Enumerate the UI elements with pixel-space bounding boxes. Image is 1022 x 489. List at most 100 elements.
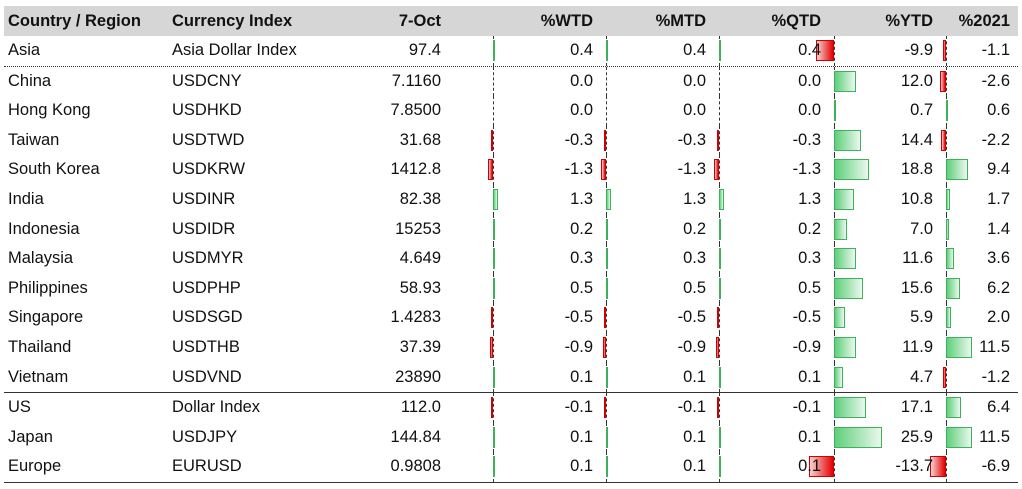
index-cell: USDKRW [172,160,246,179]
wtd-value: -1.3 [564,160,593,179]
ytd-bar [834,248,856,270]
ytd-bar [815,40,834,61]
header-date: 7-Oct [398,12,441,30]
mtd-cell: 0.0 [601,96,714,126]
wtd-bar [493,188,498,210]
ytd-value: 12.0 [900,71,933,90]
ytd-cell: 7.0 [829,214,941,245]
mtd-cell: 0.5 [601,273,714,304]
wtd-cell: -1.3 [488,155,601,185]
mtd-value: -0.1 [677,398,706,417]
table-row: Hong Kong USDHKD 7.8500 0.0 0.0 0.0 0.7 0.6 [4,96,1018,126]
y2021-value: 3.6 [987,249,1010,268]
header-2021-label: %2021 [958,12,1010,30]
mtd-cell: -0.3 [601,125,714,156]
y2021-cell: 2.0 [941,303,1018,333]
table-row: Taiwan USDTWD 31.68 -0.3 -0.3 -0.3 14.4 -2.2 [4,125,1018,156]
ytd-cell: 5.9 [829,303,941,333]
wtd-bar [493,426,495,448]
table-row: Thailand USDTHB 37.39 -0.9 -0.9 -0.9 11.9 11.5 [4,332,1018,363]
y2021-value: -2.2 [981,130,1010,149]
ytd-cell: 15.6 [829,273,941,304]
country-cell: India [8,189,44,208]
mtd-bar [602,336,606,358]
wtd-cell: 0.3 [488,244,601,274]
mtd-axis [606,155,607,185]
wtd-value: 0.3 [570,249,593,268]
table-row: Asia Asia Dollar Index 97.4 0.4 0.4 0.4 -9.9 -1… [4,36,1018,67]
y2021-value: 6.4 [987,398,1010,417]
ytd-value: 17.1 [900,398,933,417]
qtd-cell: -1.3 [714,155,829,185]
country-cell: South Korea [8,160,100,179]
qtd-bar [714,159,719,181]
qtd-cell: 0.4 [714,36,829,66]
qtd-value: -0.5 [792,308,821,327]
y2021-bar [946,188,950,210]
price-cell: 7.1160 [391,71,441,90]
y2021-cell: 6.4 [941,393,1018,423]
mtd-value: 0.5 [683,278,706,297]
qtd-bar [719,188,724,210]
index-cell: USDINR [172,189,236,208]
wtd-bar [493,218,495,240]
qtd-value: -1.3 [792,160,821,179]
y2021-cell: 1.4 [941,214,1018,245]
header-index: Currency Index [172,12,293,30]
mtd-cell: 0.4 [601,36,714,66]
wtd-axis [493,96,494,126]
header-wtd-label: %WTD [540,12,593,30]
y2021-cell: -1.1 [941,36,1018,66]
table-row: India USDINR 82.38 1.3 1.3 1.3 10.8 1.7 [4,184,1018,215]
header-qtd-label: %QTD [771,12,822,30]
country-cell: Thailand [8,337,72,356]
qtd-value: 1.3 [798,189,821,208]
country-cell: China [8,71,52,90]
wtd-value: 0.5 [570,278,593,297]
header-mtd-label: %MTD [655,12,706,30]
y2021-cell: 3.6 [941,244,1018,274]
ytd-cell: 12.0 [829,66,941,97]
mtd-bar [606,366,608,388]
y2021-value: 1.7 [987,189,1010,208]
y2021-axis [946,125,947,156]
qtd-value: 0.2 [798,219,821,238]
wtd-cell: 0.1 [488,362,601,393]
price-cell: 112.0 [400,398,441,417]
mtd-axis [606,125,607,156]
ytd-value: 11.6 [902,249,933,268]
qtd-bar [719,366,721,388]
ytd-value: 25.9 [900,427,933,446]
wtd-value: 0.1 [570,427,593,446]
qtd-axis [719,96,720,126]
ytd-value: 7.0 [910,219,933,238]
y2021-axis [946,36,947,66]
mtd-cell: -1.3 [601,155,714,185]
table-row: US Dollar Index 112.0 -0.1 -0.1 -0.1 17.1 6.4 [4,392,1018,423]
header-ytd-label: %YTD [885,12,933,30]
mtd-bar [606,456,608,478]
ytd-cell: 25.9 [829,422,941,453]
wtd-axis [493,393,494,423]
mtd-bar [604,307,606,329]
y2021-cell: -6.9 [930,452,1018,482]
wtd-axis [493,332,494,363]
qtd-bar [719,218,721,240]
y2021-value: 9.4 [987,160,1010,179]
table-row: Indonesia USDIDR 15253 0.2 0.2 0.2 7.0 1.4 [4,214,1018,245]
index-cell: USDIDR [172,219,236,238]
mtd-bar [606,40,608,61]
ytd-cell: 11.9 [829,332,941,363]
ytd-bar [834,277,864,299]
table-row: Singapore USDSGD 1.4283 -0.5 -0.5 -0.5 5.9 2.0 [4,303,1018,333]
qtd-value: 0.1 [798,427,821,446]
ytd-axis [834,36,835,66]
country-cell: US [8,398,31,417]
ytd-cell: 0.7 [829,96,941,126]
index-cell: USDTHB [172,337,240,356]
mtd-cell: 0.1 [601,362,714,393]
y2021-value: 6.2 [987,278,1010,297]
mtd-value: 0.0 [683,71,706,90]
ytd-cell: -13.7 [808,452,941,482]
header-country: Country / Region [8,12,141,30]
